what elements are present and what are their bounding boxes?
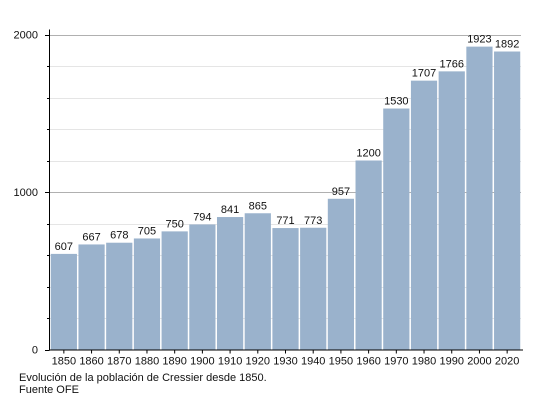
bar-value-label: 750 [165, 218, 183, 230]
bar-value-labels: 607 667 678 705 750 794 841 865 771 773 957 1200 153… [55, 34, 520, 253]
x-tick-label: 1910 [218, 356, 242, 368]
x-tick-label: 2020 [495, 356, 519, 368]
x-tick-label: 1970 [384, 356, 408, 368]
bar-value-label: 841 [221, 204, 239, 216]
x-axis-labels: 1850 1860 1870 1880 1890 1900 1910 1920 1930 1940… [52, 356, 520, 368]
bar-1970 [383, 108, 410, 350]
bar-value-label: 1892 [495, 39, 519, 51]
bar-value-label: 773 [304, 215, 322, 227]
bar-1960 [355, 160, 382, 350]
bar-value-label: 771 [276, 215, 294, 227]
bar-1850 [50, 253, 77, 350]
axes [45, 29, 523, 354]
bar-value-label: 667 [82, 231, 100, 243]
bars [50, 46, 521, 350]
x-tick-label: 1890 [162, 356, 186, 368]
bar-1870 [106, 242, 133, 350]
x-tick-label: 1960 [356, 356, 380, 368]
x-tick-label: 1920 [246, 356, 270, 368]
bar-value-label: 705 [138, 225, 156, 237]
x-tick-label: 1860 [79, 356, 103, 368]
bar-1950 [327, 198, 355, 350]
bar-1910 [216, 217, 244, 350]
bar-value-label: 794 [193, 211, 211, 223]
y-tick-label: 1000 [14, 187, 38, 199]
bar-1990 [438, 71, 465, 350]
bar-value-label: 865 [249, 200, 267, 212]
bar-2000 [466, 46, 493, 350]
chart-source: Fuente OFE [19, 384, 79, 396]
y-axis-ticks: 0 1000 2000 [14, 30, 38, 357]
bar-value-label: 1530 [384, 96, 408, 108]
bar-1890 [161, 231, 188, 350]
x-tick-label: 1950 [329, 356, 353, 368]
x-tick-label: 1870 [107, 356, 131, 368]
x-tick-label: 1990 [439, 356, 463, 368]
bar-value-label: 1766 [439, 58, 463, 70]
bar-value-label: 607 [55, 241, 73, 253]
x-tick-label: 1900 [190, 356, 214, 368]
bar-1930 [272, 228, 299, 350]
bar-2020 [494, 51, 521, 350]
bar-1900 [189, 224, 216, 350]
bar-1920 [244, 213, 271, 350]
x-tick-label: 1880 [135, 356, 159, 368]
bar-value-label: 678 [110, 230, 128, 242]
bar-1880 [133, 238, 161, 350]
bar-value-label: 957 [332, 186, 350, 198]
bar-value-label: 1707 [412, 68, 436, 80]
y-tick-label: 2000 [14, 30, 38, 42]
y-tick-label: 0 [32, 345, 38, 357]
x-tick-label: 2000 [467, 356, 491, 368]
chart-caption: Evolución de la población de Cressier de… [19, 372, 267, 384]
bar-1940 [300, 227, 327, 350]
x-tick-label: 1850 [52, 356, 76, 368]
x-tick-label: 1940 [301, 356, 325, 368]
bar-1860 [78, 244, 105, 350]
bar-1980 [410, 80, 438, 350]
bar-value-label: 1923 [467, 34, 491, 46]
x-tick-label: 1980 [412, 356, 436, 368]
x-tick-label: 1930 [273, 356, 297, 368]
bar-value-label: 1200 [356, 148, 380, 160]
